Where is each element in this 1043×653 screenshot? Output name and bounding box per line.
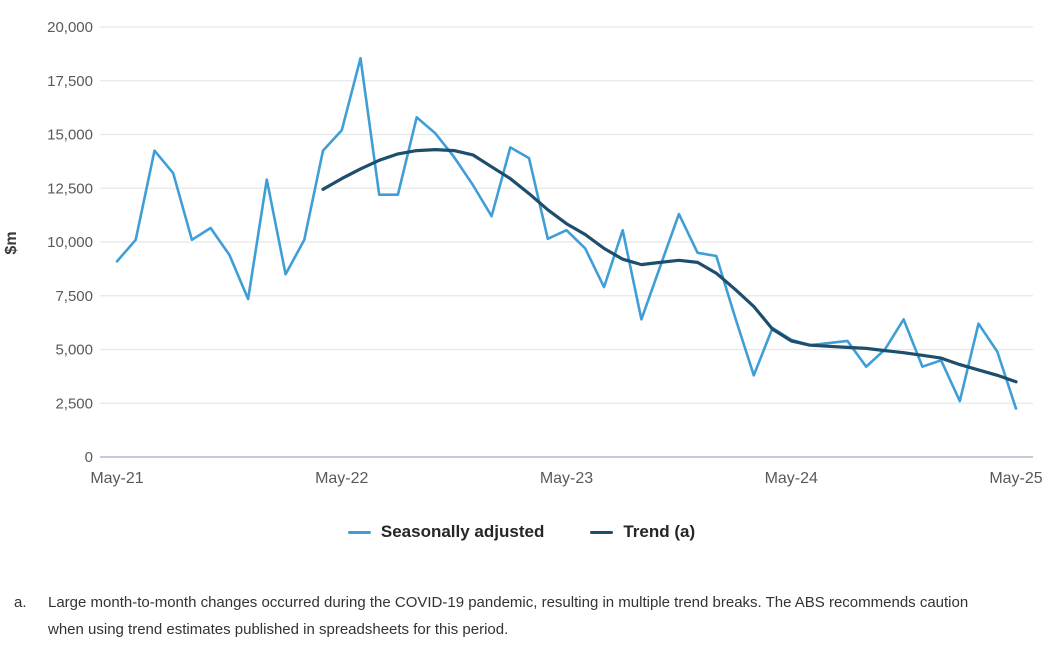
series-line-trend bbox=[321, 148, 1018, 384]
footnote: a. Large month-to-month changes occurred… bbox=[0, 589, 1043, 643]
series-line-seasonally-adjusted bbox=[115, 56, 1018, 410]
legend: Seasonally adjusted Trend (a) bbox=[0, 519, 1043, 545]
y-tick-label: 12,500 bbox=[47, 180, 93, 197]
y-tick-label: 7,500 bbox=[55, 288, 93, 305]
legend-label-trend: Trend (a) bbox=[623, 522, 696, 541]
x-tick-label: May-21 bbox=[90, 470, 143, 487]
legend-swatch-trend-icon bbox=[590, 530, 614, 534]
legend-item-seasonally-adjusted: Seasonally adjusted bbox=[347, 522, 545, 542]
footnote-text: Large month-to-month changes occurred du… bbox=[48, 594, 969, 638]
legend-item-trend: Trend (a) bbox=[590, 522, 695, 542]
x-tick-label: May-22 bbox=[315, 470, 368, 487]
line-chart: 0 2,500 5,000 7,500 10,000 12,500 15,000 17,500… bbox=[47, 19, 1043, 487]
y-tick-label: 15,000 bbox=[47, 127, 93, 144]
y-tick-label: 2,500 bbox=[55, 395, 93, 412]
x-tick-label: May-25 bbox=[989, 470, 1042, 487]
y-tick-label: 5,000 bbox=[55, 342, 93, 359]
y-tick-label: 0 bbox=[85, 449, 93, 466]
y-tick-label: 10,000 bbox=[47, 234, 93, 251]
legend-swatch-seasonally-adjusted-icon bbox=[347, 530, 371, 534]
x-tick-label: May-24 bbox=[765, 470, 818, 487]
y-tick-label: 20,000 bbox=[47, 19, 93, 36]
footnote-marker: a. bbox=[14, 594, 27, 611]
x-tick-label: May-23 bbox=[540, 470, 593, 487]
plot-area: 0 2,500 5,000 7,500 10,000 12,500 15,000 17,500… bbox=[3, 19, 1043, 487]
y-axis-title: $m bbox=[3, 231, 20, 255]
y-tick-label: 17,500 bbox=[47, 73, 93, 90]
legend-label-seasonally-adjusted: Seasonally adjusted bbox=[380, 522, 545, 541]
